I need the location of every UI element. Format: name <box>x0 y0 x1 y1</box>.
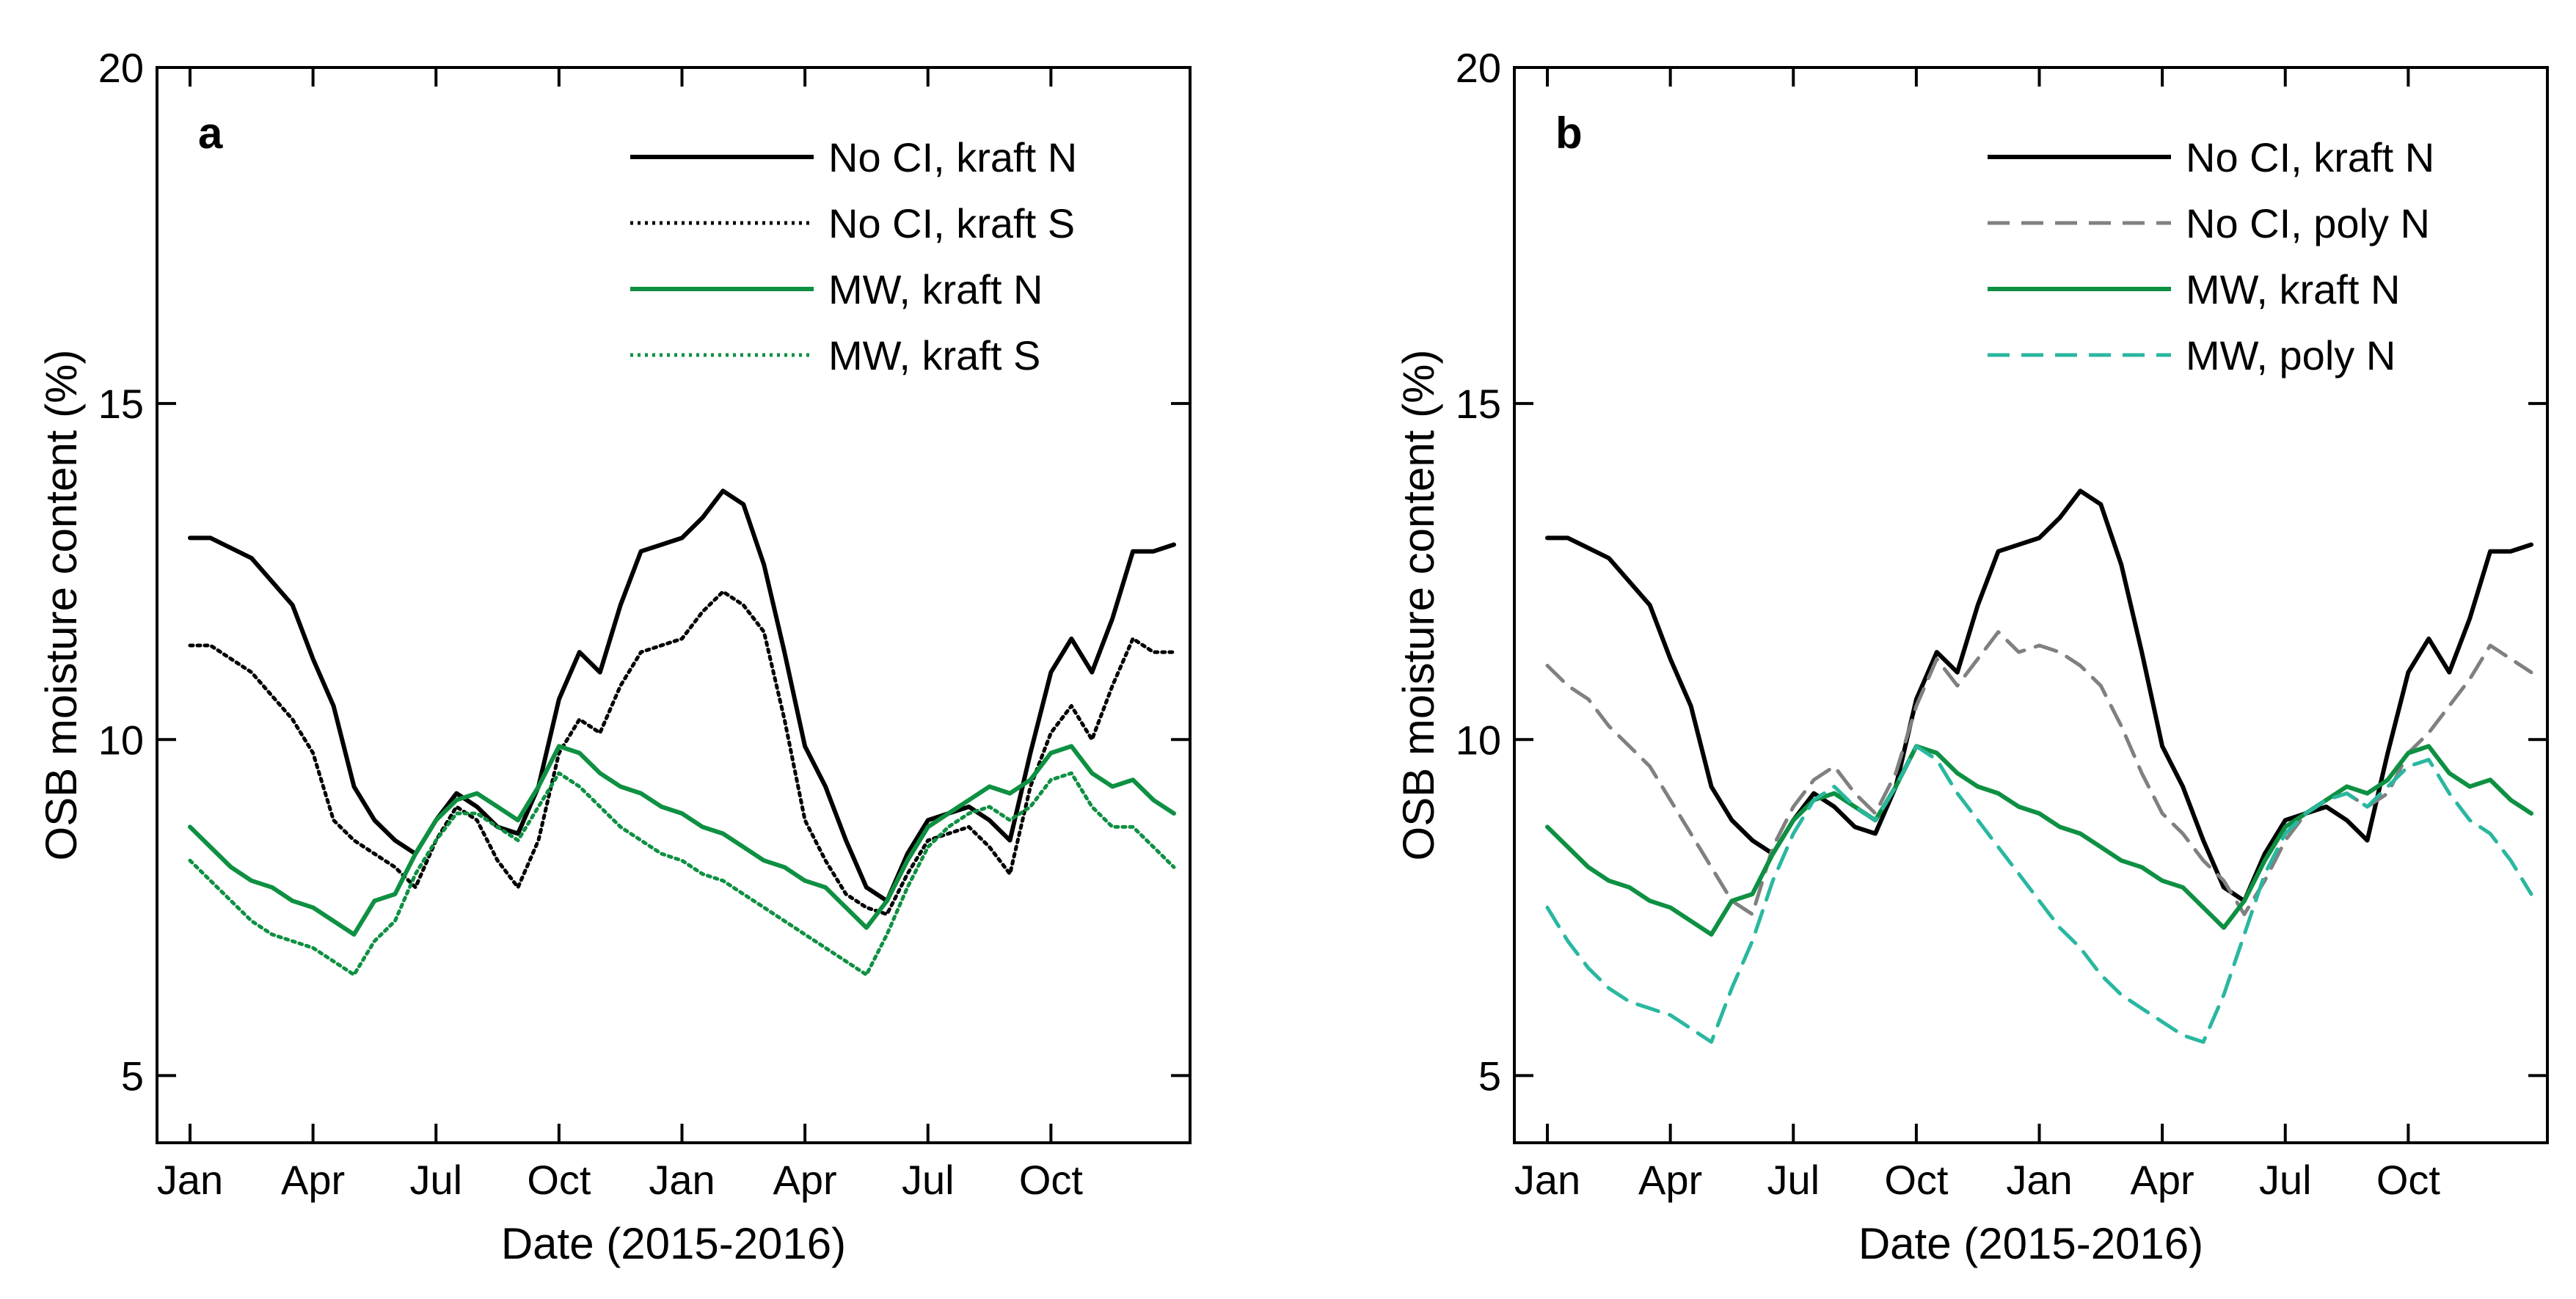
series-group <box>1545 489 2533 1044</box>
x-tick-label: Apr <box>2131 1157 2194 1203</box>
series-line-mw-kraft-s <box>188 771 1176 977</box>
x-axis-title: Date (2015-2016) <box>1858 1219 2203 1268</box>
legend-label: MW, kraft N <box>2186 266 2400 312</box>
legend-label: MW, poly N <box>2186 332 2396 378</box>
series-line-no-ci-kraft-n <box>1545 489 2533 904</box>
x-tick-label: Oct <box>1884 1157 1949 1203</box>
x-tick-label: Oct <box>1019 1157 1084 1203</box>
y-tick-label: 5 <box>121 1053 144 1099</box>
x-tick-label: Apr <box>773 1157 837 1203</box>
series-line-mw-poly-n <box>1545 744 2533 1044</box>
x-tick-label: Apr <box>1638 1157 1702 1203</box>
x-tick-label: Jul <box>409 1157 462 1203</box>
x-tick-label: Jul <box>1767 1157 1820 1203</box>
legend: No CI, kraft N No CI, kraft S MW, kraft N M… <box>630 134 1077 378</box>
y-axis-title: OSB moisture content (%) <box>37 350 86 861</box>
y-tick-label: 10 <box>1456 717 1501 763</box>
legend-label: MW, kraft N <box>828 266 1043 312</box>
series-group <box>188 489 1176 977</box>
y-axis-title: OSB moisture content (%) <box>1394 350 1443 861</box>
x-axis-title: Date (2015-2016) <box>501 1219 846 1268</box>
x-tick-label: Jan <box>649 1157 715 1203</box>
panel-letter: b <box>1555 109 1583 158</box>
y-tick-label: 20 <box>1456 45 1501 91</box>
x-tick-label: Apr <box>281 1157 345 1203</box>
series-line-no-ci-kraft-s <box>188 590 1176 916</box>
x-tick-label: Jan <box>2006 1157 2072 1203</box>
x-tick-label: Oct <box>2376 1157 2441 1203</box>
panel-b: 5 10 15 20 Jan Apr Jul Oct Jan Apr Jul Oct Date (201… <box>1394 45 2549 1268</box>
legend-label: No CI, kraft N <box>828 134 1077 180</box>
legend-label: No CI, poly N <box>2186 200 2430 246</box>
x-tick-label: Jul <box>2259 1157 2312 1203</box>
legend-label: MW, kraft S <box>828 332 1040 378</box>
legend-label: No CI, kraft S <box>828 200 1075 246</box>
x-tick-label: Jul <box>902 1157 955 1203</box>
legend: No CI, kraft N No CI, poly N MW, kraft N MW… <box>1988 134 2434 378</box>
series-line-mw-kraft-n <box>1545 744 2533 937</box>
panel-letter: a <box>198 109 223 158</box>
y-tick-label: 15 <box>1456 381 1501 427</box>
y-tick-label: 15 <box>98 381 144 427</box>
series-line-no-ci-kraft-n <box>188 489 1176 904</box>
y-tick-label: 20 <box>98 45 144 91</box>
series-line-mw-kraft-n <box>188 744 1176 937</box>
panel-a: 5 10 15 20 Jan Apr Jul Oct Jan Apr Jul Oct Date (201… <box>37 45 1192 1268</box>
x-tick-label: Oct <box>527 1157 591 1203</box>
legend-label: No CI, kraft N <box>2186 134 2434 180</box>
axes-box <box>156 66 1192 1144</box>
x-tick-label: Jan <box>1514 1157 1580 1203</box>
x-tick-label: Jan <box>157 1157 223 1203</box>
y-tick-label: 10 <box>98 717 144 763</box>
axes-box <box>1513 66 2549 1144</box>
y-tick-label: 5 <box>1478 1053 1501 1099</box>
